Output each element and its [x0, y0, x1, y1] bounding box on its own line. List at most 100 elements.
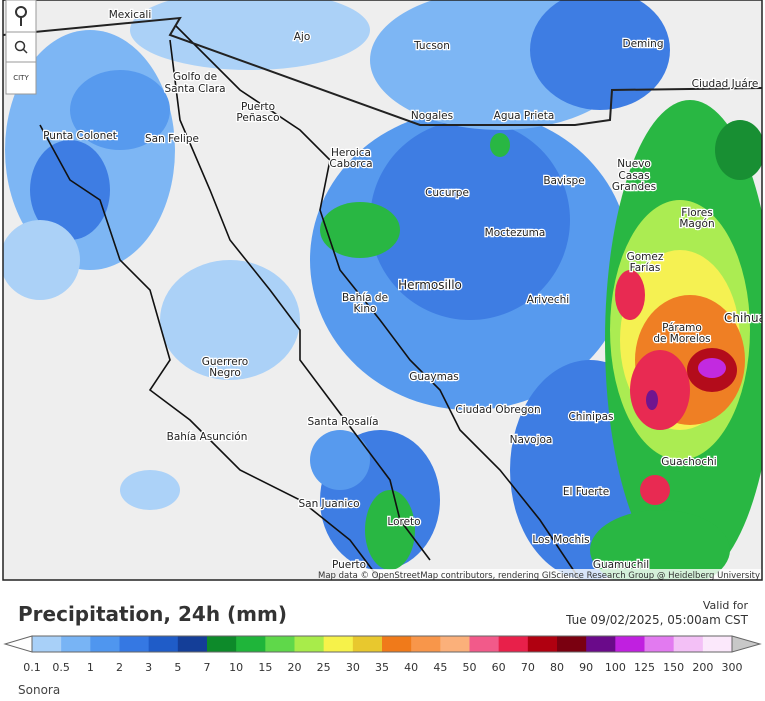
city: de Morelos — [653, 333, 710, 345]
city: Guachochi — [661, 456, 716, 468]
city: Deming — [622, 38, 663, 50]
city: Negro — [209, 367, 241, 379]
city: Cucurpe — [425, 187, 469, 199]
colorbar-tick-label: 60 — [492, 661, 506, 674]
valid-label: Valid for — [703, 599, 749, 612]
city: Tucson — [413, 40, 450, 52]
city: Caborca — [329, 158, 372, 170]
colorbar-segment — [148, 636, 179, 652]
city: Punta Colonet — [43, 130, 117, 142]
colorbar-segment — [32, 636, 62, 652]
colorbar-segment — [673, 636, 704, 652]
border — [3, 16, 762, 126]
colorbar-segment — [586, 636, 616, 652]
city: Navojoa — [510, 434, 553, 446]
region: Sonora — [18, 683, 60, 697]
city: San Juanico — [298, 498, 359, 510]
colorbar-tick-label: 100 — [605, 661, 626, 674]
colorbar-tick-label: 125 — [634, 661, 655, 674]
colorbar-tick-label: 10 — [229, 661, 243, 674]
colorbar-tick-label: 15 — [258, 661, 272, 674]
city: Farías — [630, 262, 661, 274]
colorbar-tick-label: 0.5 — [52, 661, 70, 674]
legend-title: Precipitation, 24h (mm) — [18, 602, 287, 626]
city: Páramo — [662, 322, 702, 334]
city: Hermosillo — [398, 278, 462, 292]
colorbar-segment — [440, 636, 470, 652]
colorbar-segment — [323, 636, 354, 652]
colorbar-tick-label: 300 — [722, 661, 743, 674]
colorbar-segment — [61, 636, 91, 652]
city: Mexicali — [109, 9, 152, 21]
city-toggle-label: CITY — [13, 74, 29, 82]
colorbar: 0.1 0.5 1 2 3 5 7 10 15 20 25 30 35 40 45 50 60 70 80 90 100… — [3, 635, 762, 674]
colorbar-tick-label: 80 — [550, 661, 564, 674]
colorbar-segment — [236, 636, 266, 652]
colorbar-segment — [615, 636, 645, 652]
colorbar-tick-label: 70 — [521, 661, 535, 674]
city: Bahía de — [342, 292, 388, 304]
colorbar-tick-label: 200 — [692, 661, 713, 674]
city: Bavispe — [543, 175, 584, 187]
city: Casas — [618, 170, 649, 182]
city: Flores — [681, 207, 712, 219]
city: Agua Prieta — [494, 110, 555, 122]
map: Mexicali Ajo Tucson Deming Ciudad Juáre … — [3, 0, 765, 581]
colorbar-segment — [557, 636, 587, 652]
colorbar-segment — [644, 636, 675, 652]
city: Guamuchil — [593, 559, 649, 571]
city: Heroica — [331, 147, 371, 159]
precip-field — [3, 0, 762, 580]
colorbar-tick-label: 2 — [116, 661, 123, 674]
city: Nuevo — [617, 158, 651, 170]
colorbar-frame — [31, 635, 733, 653]
city: Grandes — [612, 181, 656, 193]
city: Peñasco — [236, 112, 279, 124]
city: Loreto — [387, 516, 420, 528]
city: Arivechi — [527, 294, 569, 306]
colorbar-tick-label: 40 — [404, 661, 418, 674]
city: Chinipas — [568, 411, 613, 423]
city: Golfo de — [173, 71, 217, 83]
colorbar-tick-label: 30 — [346, 661, 360, 674]
colorbar-tick-label: 45 — [433, 661, 447, 674]
colorbar-tick-label: 90 — [579, 661, 593, 674]
city: Ajo — [294, 31, 311, 43]
city: Gomez — [627, 251, 664, 263]
colorbar-segment — [527, 636, 558, 652]
colorbar-segment — [469, 636, 500, 652]
colorbar-segment — [294, 636, 325, 652]
city: El Fuerte — [563, 486, 609, 498]
colorbar-low — [3, 635, 33, 653]
city: Magón — [679, 218, 714, 230]
map-controls: CITY — [5, 0, 37, 95]
city: Nogales — [411, 110, 453, 122]
city: Santa Clara — [164, 83, 225, 95]
colorbar-tick-label: 5 — [174, 661, 181, 674]
cities: Mexicali Ajo Tucson Deming Ciudad Juáre … — [42, 8, 765, 573]
colorbar-tick-label: 0.1 — [23, 661, 41, 674]
colorbar-segment — [177, 636, 208, 652]
city: Chihua — [724, 311, 765, 325]
zoom-button[interactable] — [5, 31, 37, 63]
city: Santa Rosalía — [307, 416, 378, 428]
colorbar-tick-label: 1 — [87, 661, 94, 674]
city: Kino — [354, 303, 377, 315]
attribution: Map data © OpenStreetMap contributors, r… — [318, 571, 760, 581]
colorbar-segment — [265, 636, 295, 652]
colorbar-tick-label: 50 — [463, 661, 477, 674]
colorbar-segment — [411, 636, 441, 652]
city: Puerto — [332, 559, 366, 571]
colorbar-tick-label: 7 — [204, 661, 211, 674]
city: Ciudad Juáre — [692, 78, 759, 90]
city: San Felipe — [145, 133, 199, 145]
city-button[interactable] — [5, 61, 37, 95]
city: Puerto — [241, 101, 275, 113]
colorbar-segment — [352, 636, 383, 652]
colorbar-segment — [90, 636, 120, 652]
city: Ciudad Obregon — [455, 404, 540, 416]
colorbar-segment — [702, 636, 733, 652]
colorbar-tick-label: 150 — [663, 661, 684, 674]
colorbar-tick-label: 25 — [317, 661, 331, 674]
